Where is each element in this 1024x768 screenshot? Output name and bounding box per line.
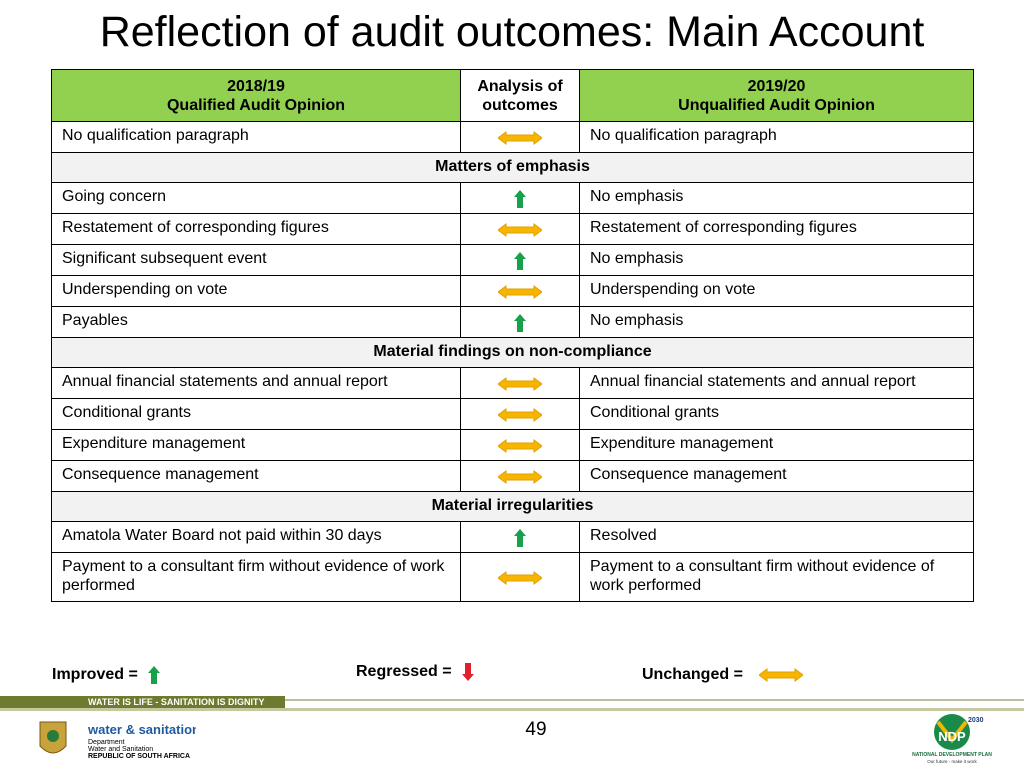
header-cell: 2018/19 Qualified Audit Opinion [51,69,461,122]
improved-icon [514,190,526,208]
icon-cell [460,429,580,461]
footer-banner: WATER IS LIFE - SANITATION IS DIGNITY [0,696,285,708]
cell: Annual financial statements and annual r… [579,367,974,399]
ndp-circle [934,714,970,750]
header-cell: 2019/20 Unqualified Audit Opinion [579,69,974,122]
section-cell: Material irregularities [51,491,974,522]
legend-unchanged: Unchanged = [642,666,803,684]
unchanged-icon [498,377,542,391]
header-year: 2019/20 [747,77,806,95]
unchanged-icon [498,439,542,453]
cell: No emphasis [579,182,974,214]
department-text: Department [88,739,125,746]
header-year: 2018/19 [227,77,285,95]
icon-cell [460,213,580,245]
unchanged-icon [498,131,542,145]
icon-cell [460,460,580,492]
legend-label: Improved = [52,666,138,683]
unchanged-icon [498,408,542,422]
cell: Consequence management [51,460,461,492]
cell: Amatola Water Board not paid within 30 d… [51,521,461,553]
ndp-name: NDP [938,729,966,744]
icon-cell [460,521,580,553]
legend-label: Regressed = [356,663,452,680]
cell: Underspending on vote [51,275,461,307]
ndp-full: NATIONAL DEVELOPMENT PLAN [912,752,992,758]
cell: Going concern [51,182,461,214]
header-row: 2018/19 Qualified Audit Opinion Analysis … [51,69,974,122]
page-number: 49 [525,719,547,740]
department-logo: water & sanitation Department Water and … [39,721,196,760]
improved-icon [514,529,526,547]
legend-improved: Improved = [52,666,160,684]
legend-regressed: Regressed = [356,663,474,681]
improved-icon [148,666,160,684]
icon-cell [460,367,580,399]
department-text: Water and Sanitation [88,746,153,753]
header-label: Qualified Audit Opinion [166,96,346,114]
cell: Restatement of corresponding figures [51,213,461,245]
icon-cell [460,121,580,153]
unchanged-icon [759,668,803,682]
footer-line [0,708,1024,711]
icon-cell [460,552,580,602]
cell: No emphasis [579,244,974,276]
section-cell: Matters of emphasis [51,152,974,183]
cell: Conditional grants [579,398,974,430]
audit-table: 2018/19 Qualified Audit Opinion Analysis … [51,69,974,602]
cell: Consequence management [579,460,974,492]
department-text: REPUBLIC OF SOUTH AFRICA [88,753,190,760]
unchanged-icon [498,571,542,585]
icon-cell [460,244,580,276]
cell: Expenditure management [51,429,461,461]
icon-cell [460,182,580,214]
cell: Resolved [579,521,974,553]
cell: No emphasis [579,306,974,338]
ndp-year: 2030 [968,717,984,724]
icon-cell [460,275,580,307]
icon-cell [460,306,580,338]
unchanged-icon [498,285,542,299]
legend-label: Unchanged = [642,666,743,683]
regressed-icon [462,663,474,681]
unchanged-icon [498,470,542,484]
cell: No qualification paragraph [51,121,461,153]
brand-text: water & sanitation [87,722,196,737]
cell: Payment to a consultant firm without evi… [51,552,461,602]
cell: Conditional grants [51,398,461,430]
cell: Significant subsequent event [51,244,461,276]
cell: Payables [51,306,461,338]
ndp-slogan: Our future - make it work [927,759,977,764]
cell: Underspending on vote [579,275,974,307]
cell: Payment to a consultant firm without evi… [579,552,974,602]
cell: Restatement of corresponding figures [579,213,974,245]
improved-icon [514,252,526,270]
icon-cell [460,398,580,430]
improved-icon [514,314,526,332]
header-cell: Analysis of outcomes [460,69,580,122]
cell: No qualification paragraph [579,121,974,153]
section-cell: Material findings on non-compliance [51,337,974,368]
cell: Expenditure management [579,429,974,461]
footer-line [0,699,1024,701]
cell: Annual financial statements and annual r… [51,367,461,399]
slide-title: Reflection of audit outcomes: Main Accou… [99,8,925,56]
unchanged-icon [498,223,542,237]
ndp-logo: 2030 NDP NATIONAL DEVELOPMENT PLAN Our f… [912,714,992,764]
header-label: Unqualified Audit Opinion [678,96,875,114]
